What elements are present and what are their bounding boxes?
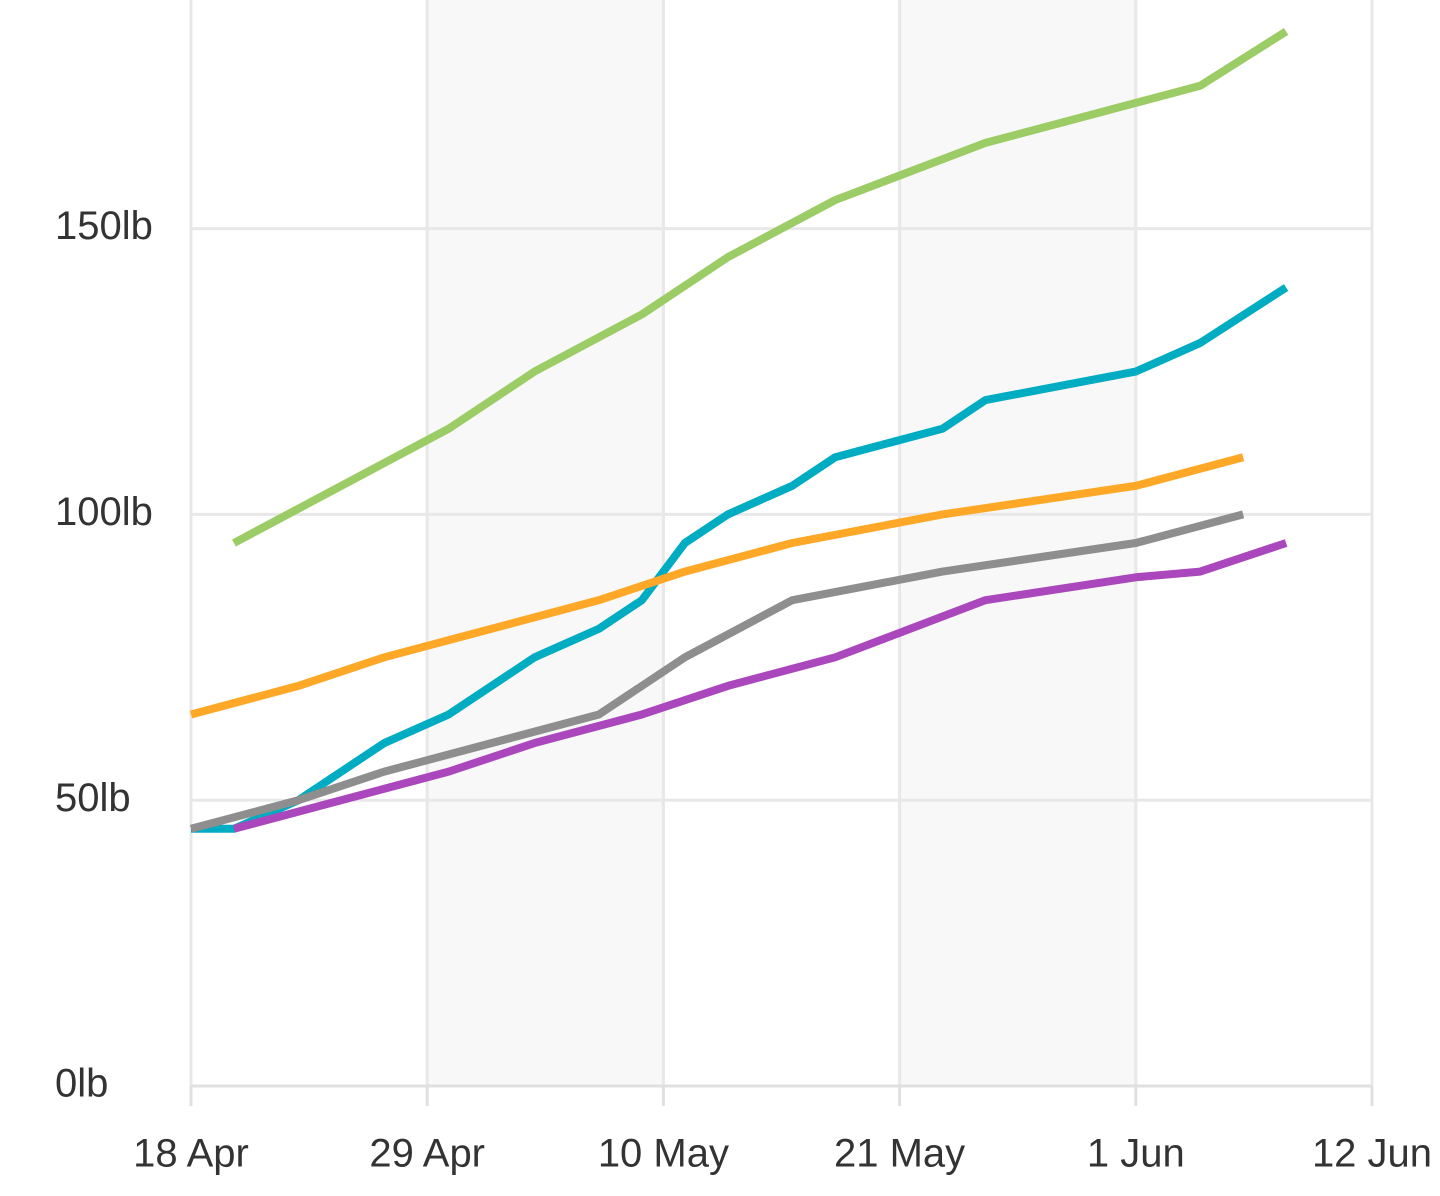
- x-tick-label: 12 Jun: [1312, 1132, 1432, 1176]
- x-tick-label: 10 May: [598, 1132, 729, 1176]
- y-tick-label: 100lb: [55, 490, 153, 534]
- band: [427, 0, 664, 1086]
- x-tick-label: 29 Apr: [369, 1132, 485, 1176]
- y-tick-label: 0lb: [55, 1062, 108, 1106]
- x-tick-label: 1 Jun: [1087, 1132, 1185, 1176]
- line: [189, 510, 1245, 833]
- line: [189, 453, 1245, 719]
- y-tick-label: 50lb: [55, 776, 131, 820]
- line: [232, 28, 1289, 547]
- line: [191, 284, 1289, 833]
- line: [232, 539, 1288, 833]
- y-tick-label: 150lb: [55, 204, 153, 248]
- x-tick-label: 18 Apr: [133, 1132, 249, 1176]
- x-tick-label: 21 May: [834, 1132, 965, 1176]
- band: [899, 0, 1136, 1086]
